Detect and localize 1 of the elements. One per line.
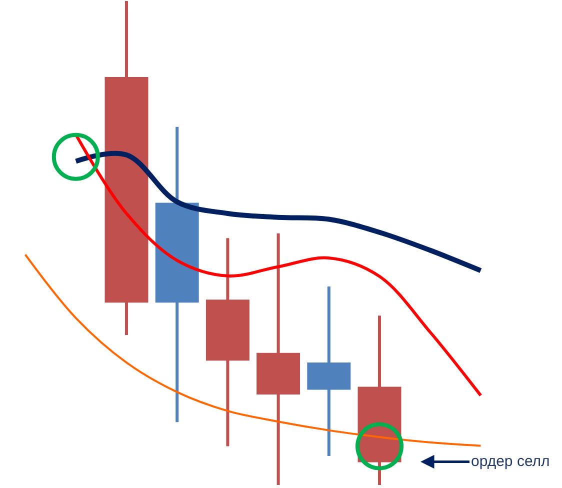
annotation: ордер селл [471,453,550,470]
